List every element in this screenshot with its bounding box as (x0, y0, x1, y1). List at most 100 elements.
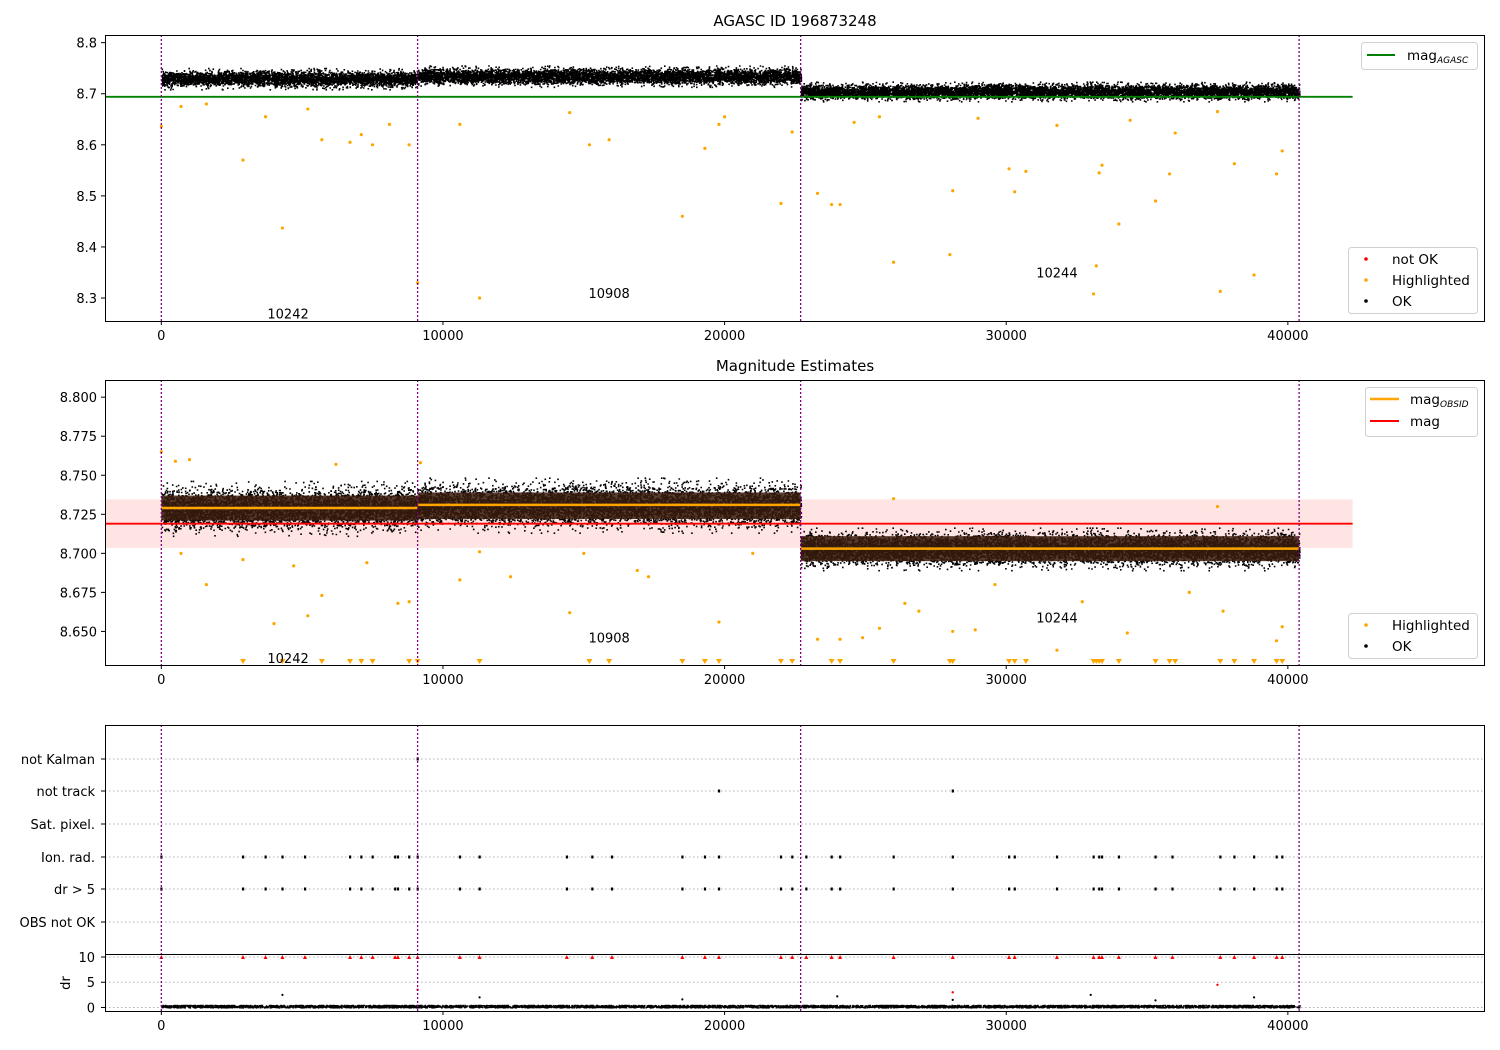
dr-clipped-marker (1054, 955, 1059, 960)
dr-clipped-marker (359, 955, 364, 960)
flag-marker (1100, 855, 1104, 859)
below-axis-marker (406, 659, 413, 664)
highlighted-point (852, 120, 856, 124)
flag-marker (1171, 855, 1174, 859)
highlighted-point (418, 461, 423, 465)
flag-marker (1055, 887, 1059, 891)
dr-clipped-marker (778, 955, 783, 960)
axes-frame (105, 35, 1485, 322)
below-axis-marker (1115, 659, 1122, 664)
flag-marker (703, 855, 707, 859)
highlighted-point (717, 620, 721, 624)
flag-marker (396, 887, 400, 891)
flag-marker (408, 887, 411, 891)
dr-point (478, 996, 481, 999)
dr-clipped-marker (680, 955, 685, 960)
highlighted-point (416, 281, 420, 285)
x-tick-label: 10000 (422, 1019, 463, 1034)
flag-marker (1008, 855, 1011, 859)
flag-marker (1154, 887, 1157, 891)
dr-not-ok-point (951, 991, 954, 994)
below-axis-marker (1166, 659, 1173, 664)
legend-label-highlighted: Highlighted (1392, 618, 1470, 634)
x-tick-label: 10000 (422, 329, 463, 344)
dr-clipped-marker (564, 955, 569, 960)
highlighted-point (815, 637, 820, 641)
highlighted-point (877, 626, 882, 630)
highlighted-point (1221, 609, 1225, 613)
highlighted-point (779, 201, 783, 206)
highlighted-point (722, 115, 727, 119)
highlighted-point (1274, 639, 1279, 643)
legend-label-ok: OK (1392, 294, 1413, 310)
dr-clipped-marker (1280, 955, 1285, 960)
x-tick-label: 20000 (704, 1019, 745, 1034)
highlighted-point (458, 578, 462, 582)
flag-marker (892, 887, 895, 891)
dr-clipped-marker (804, 955, 809, 960)
flag-marker (779, 855, 783, 859)
highlighted-point (1007, 167, 1011, 171)
highlighted-point (877, 115, 882, 119)
flag-marker (1233, 855, 1236, 859)
dr-clipped-marker (302, 955, 307, 960)
below-axis-marker (1152, 659, 1159, 664)
dr-clipped-marker (1012, 955, 1017, 960)
dr-clipped-marker (1274, 955, 1279, 960)
axes-frame (105, 725, 1485, 1012)
below-axis-marker (369, 659, 376, 664)
below-axis-marker (347, 659, 354, 664)
highlighted-point (320, 593, 324, 598)
flag-marker (281, 855, 284, 859)
highlighted-point (1128, 118, 1132, 122)
legend-status-agasc: not OK Highlighted OK (1348, 247, 1478, 314)
chart-title-magnitude: Magnitude Estimates (716, 357, 874, 375)
flag-marker (478, 855, 481, 859)
flag-marker (791, 855, 794, 859)
flag-marker (1233, 887, 1236, 891)
flag-marker (681, 887, 684, 891)
highlighted-point (1024, 169, 1028, 173)
legend-label-mag-obsid: magOBSID (1410, 392, 1469, 410)
dr-point (836, 995, 839, 998)
dr-clipped-marker (1252, 955, 1257, 960)
flag-marker (1219, 887, 1222, 891)
below-axis-marker (949, 659, 956, 664)
flag-marker (1013, 887, 1016, 891)
dr-clipped-marker (1099, 955, 1104, 960)
legend-mag-agasc: magAGASC (1361, 42, 1478, 70)
legend-marker-highlighted (1364, 623, 1368, 627)
dr-clipped-marker (1232, 955, 1237, 960)
flag-marker (371, 887, 374, 891)
dr-clipped-marker (702, 955, 707, 960)
below-axis-marker (1006, 659, 1013, 664)
dr-axis-label: dr (59, 976, 74, 990)
dr-clipped-marker (280, 955, 285, 960)
highlighted-point (1055, 123, 1059, 127)
below-axis-marker (789, 659, 796, 664)
highlighted-point (306, 107, 310, 111)
dr-clipped-marker (950, 955, 955, 960)
obsid-label: 10244 (1036, 611, 1077, 626)
flag-marker (717, 789, 721, 793)
dr-clipped-marker (1007, 955, 1012, 960)
dr-clipped-marker (790, 955, 795, 960)
below-axis-marker (890, 659, 897, 664)
highlighted-point (646, 575, 651, 579)
legend-mag-lines: magOBSID mag (1365, 387, 1478, 437)
highlighted-point (1097, 171, 1101, 175)
flag-marker (830, 887, 833, 891)
legend-label-not-ok: not OK (1392, 252, 1439, 268)
highlighted-point (838, 637, 842, 641)
highlighted-point (830, 202, 834, 207)
flag-marker (1008, 887, 1011, 891)
highlighted-point (1280, 149, 1284, 153)
dr-clipped-marker (1116, 955, 1121, 960)
highlighted-point (477, 296, 482, 300)
legend-label-highlighted: Highlighted (1392, 273, 1470, 289)
highlighted-point (1013, 190, 1017, 194)
flag-marker (1281, 887, 1284, 891)
flag-marker (242, 855, 245, 859)
flag-row-label: Sat. pixel. (31, 818, 95, 833)
